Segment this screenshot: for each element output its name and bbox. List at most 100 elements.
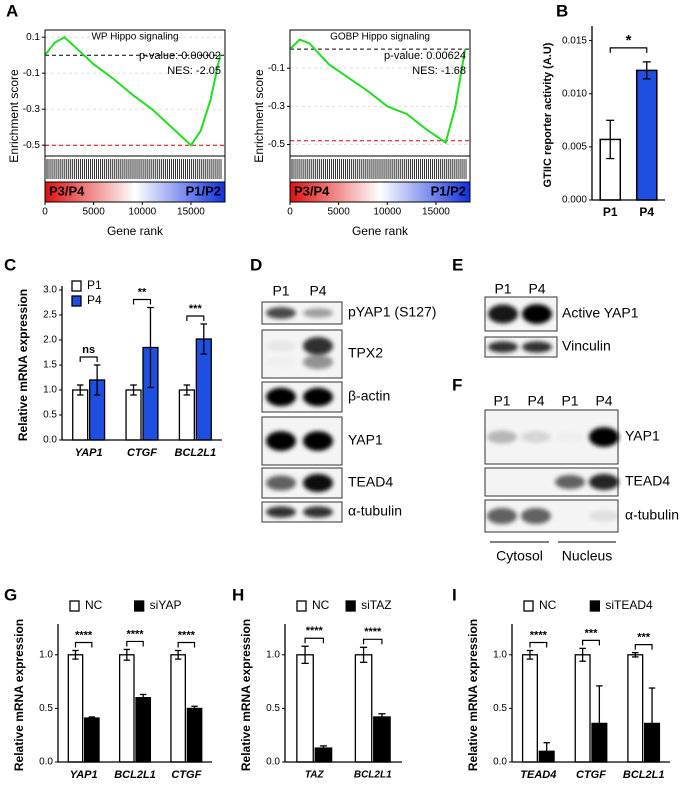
y-tick-label: 0.0 (43, 435, 57, 446)
lane-label: P1 (494, 281, 511, 297)
bar (170, 654, 186, 763)
y-tick-label: 1.5 (43, 360, 57, 371)
y-axis-label: GTIIC reporter activity (A.U) (542, 42, 554, 187)
legend-swatch (71, 280, 82, 292)
row-label: YAP1 (348, 432, 383, 448)
significance-bracket (529, 641, 548, 648)
blot-band (266, 340, 296, 352)
significance-label: **** (75, 629, 93, 641)
blot-band (521, 507, 551, 525)
blot-band (487, 430, 517, 444)
y-axis-label: Relative mRNA expression (239, 619, 253, 771)
legend-label: siTAZ (361, 598, 391, 612)
y-tick-label: 0.015 (562, 35, 587, 46)
blot-band (555, 432, 585, 443)
lane-label: P4 (595, 393, 612, 409)
x-tick-label: YAP1 (70, 769, 98, 781)
significance-label: **** (126, 628, 144, 640)
significance-bracket (582, 639, 600, 646)
y-tick-label: 0.5 (39, 703, 53, 714)
y-axis-label: Enrichment score (7, 69, 21, 163)
row-label: Active YAP1 (562, 305, 639, 321)
bar (125, 389, 142, 441)
gradient-label: P1/P2 (431, 183, 466, 198)
blot-band (555, 474, 585, 490)
significance-bracket (304, 637, 325, 644)
significance-label: ns (82, 344, 95, 356)
bar (574, 654, 591, 763)
lane-label: P4 (528, 281, 545, 297)
y-tick-label: 3.0 (43, 285, 57, 296)
significance-label: * (626, 32, 632, 49)
significance-label: *** (189, 303, 203, 315)
legend-swatch (345, 600, 356, 612)
blot-band (303, 387, 333, 407)
y-tick-label: 0.000 (562, 195, 587, 206)
row-label: pYAP1 (S127) (348, 304, 436, 320)
blot-band (589, 510, 619, 522)
significance-bracket (126, 640, 144, 647)
blot-band (303, 473, 333, 493)
lane-label: P1 (561, 393, 578, 409)
row-label: TEAD4 (348, 474, 393, 490)
y-tick-label: -0.3 (268, 101, 286, 112)
chart-title: WP Hippo signaling (91, 32, 178, 43)
row-label: TPX2 (348, 345, 383, 361)
row-label: β-actin (348, 388, 390, 404)
y-tick-label: 2.5 (43, 310, 57, 321)
significance-bracket (634, 644, 653, 650)
significance-label: *** (585, 627, 599, 639)
blot-band (266, 475, 296, 491)
y-tick-label: 0.1 (26, 32, 40, 43)
plot-frame (44, 29, 226, 203)
blot-band (303, 506, 333, 518)
blot-band (266, 506, 296, 518)
legend-swatch (589, 600, 601, 612)
bar (72, 389, 89, 441)
significance-label: **** (530, 629, 548, 641)
bar (186, 707, 203, 763)
panel-label: G (4, 585, 17, 604)
legend-swatch (69, 600, 80, 612)
significance-label: ** (138, 286, 147, 298)
y-tick-label: -0.1 (268, 63, 286, 74)
bar (135, 697, 152, 763)
row-label: α-tubulin (348, 503, 402, 519)
x-tick-label: TEAD4 (520, 769, 556, 781)
y-axis-label: Enrichment score (252, 69, 266, 163)
row-label: α-tubulin (625, 507, 679, 523)
significance-bracket (609, 47, 648, 53)
es-curve (44, 35, 222, 147)
significance-label: **** (364, 626, 382, 638)
panel-label: I (452, 585, 457, 604)
y-axis-label: Relative mRNA expression (12, 619, 26, 771)
y-tick-label: 0.5 (43, 410, 57, 421)
panel-label: D (250, 255, 262, 274)
significance-label: **** (306, 625, 324, 637)
x-tick-label: 15000 (422, 207, 450, 218)
y-tick-label: 2.0 (43, 335, 57, 346)
es-curve (289, 38, 467, 145)
annotation: p-value: 0.00624 (384, 50, 466, 62)
legend-swatch (134, 600, 145, 612)
y-tick-label: 0.0 (266, 757, 280, 768)
panel-label: B (556, 1, 568, 20)
significance-label: *** (637, 632, 651, 644)
gradient-label: P3/P4 (294, 183, 330, 198)
x-tick-label: P4 (639, 205, 654, 219)
y-tick-label: 0.010 (562, 88, 587, 99)
blot-band (266, 431, 296, 451)
legend-label: NC (539, 598, 557, 612)
panel-label: A (6, 1, 18, 20)
bar (178, 389, 195, 441)
y-tick-label: 0.5 (493, 703, 507, 714)
blot-band (266, 307, 296, 319)
significance-bracket (79, 356, 98, 362)
annotation: NES: -1.68 (412, 65, 466, 77)
panel-label: C (4, 255, 16, 274)
blot-strip (261, 329, 343, 379)
x-tick-label: BCL2L1 (354, 770, 392, 781)
chart-title: GOBP Hippo signaling (330, 32, 430, 43)
legend-label: siTEAD4 (605, 598, 653, 612)
x-tick-label: CTGF (171, 769, 201, 781)
